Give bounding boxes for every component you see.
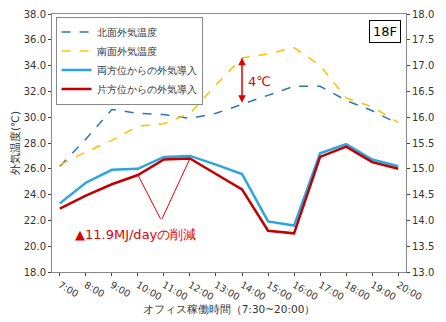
svg-text:13.0: 13.0 <box>412 267 434 278</box>
svg-text:11:00: 11:00 <box>161 279 190 302</box>
svg-text:18.0: 18.0 <box>412 9 434 20</box>
svg-text:15.0: 15.0 <box>412 163 434 174</box>
svg-text:▲11.9MJ/dayの削減: ▲11.9MJ/dayの削減 <box>75 227 196 242</box>
svg-text:16.5: 16.5 <box>412 86 434 97</box>
svg-text:片方位からの外気導入: 片方位からの外気導入 <box>97 84 197 95</box>
svg-text:7:00: 7:00 <box>56 279 80 299</box>
svg-text:19:00: 19:00 <box>369 279 398 302</box>
svg-text:34.0: 34.0 <box>24 60 46 71</box>
svg-text:20.0: 20.0 <box>24 241 46 252</box>
svg-text:両方位からの外気導入: 両方位からの外気導入 <box>97 65 197 76</box>
svg-text:38.0: 38.0 <box>24 9 46 20</box>
svg-text:28.0: 28.0 <box>24 138 46 149</box>
svg-text:13:00: 13:00 <box>213 279 242 302</box>
svg-text:外気温度(℃): 外気温度(℃) <box>9 111 21 175</box>
svg-text:18:00: 18:00 <box>343 279 372 302</box>
svg-text:10:00: 10:00 <box>135 279 164 302</box>
svg-text:14.0: 14.0 <box>412 215 434 226</box>
svg-text:9:00: 9:00 <box>108 279 132 299</box>
svg-text:15.5: 15.5 <box>412 138 434 149</box>
svg-text:18F: 18F <box>373 24 397 39</box>
svg-text:15:00: 15:00 <box>265 279 294 302</box>
svg-text:14.5: 14.5 <box>412 189 434 200</box>
svg-text:20:00: 20:00 <box>395 279 424 302</box>
svg-text:13.5: 13.5 <box>412 241 434 252</box>
svg-text:17:00: 17:00 <box>317 279 346 302</box>
svg-text:4℃: 4℃ <box>248 74 271 89</box>
svg-text:14:00: 14:00 <box>239 279 268 302</box>
svg-text:16.0: 16.0 <box>412 112 434 123</box>
svg-text:北面外気温度: 北面外気温度 <box>97 27 157 38</box>
svg-text:24.0: 24.0 <box>24 189 46 200</box>
svg-text:18.0: 18.0 <box>24 267 46 278</box>
svg-text:12:00: 12:00 <box>187 279 216 302</box>
svg-text:8:00: 8:00 <box>82 279 106 299</box>
svg-text:オフィス稼働時間（7:30~20:00）: オフィス稼働時間（7:30~20:00） <box>143 303 316 315</box>
svg-text:南面外気温度: 南面外気温度 <box>97 46 157 57</box>
svg-text:16:00: 16:00 <box>291 279 320 302</box>
svg-text:26.0: 26.0 <box>24 163 46 174</box>
svg-text:30.0: 30.0 <box>24 112 46 123</box>
svg-text:17.0: 17.0 <box>412 60 434 71</box>
svg-text:36.0: 36.0 <box>24 34 46 45</box>
svg-text:17.5: 17.5 <box>412 34 434 45</box>
svg-text:22.0: 22.0 <box>24 215 46 226</box>
svg-text:32.0: 32.0 <box>24 86 46 97</box>
